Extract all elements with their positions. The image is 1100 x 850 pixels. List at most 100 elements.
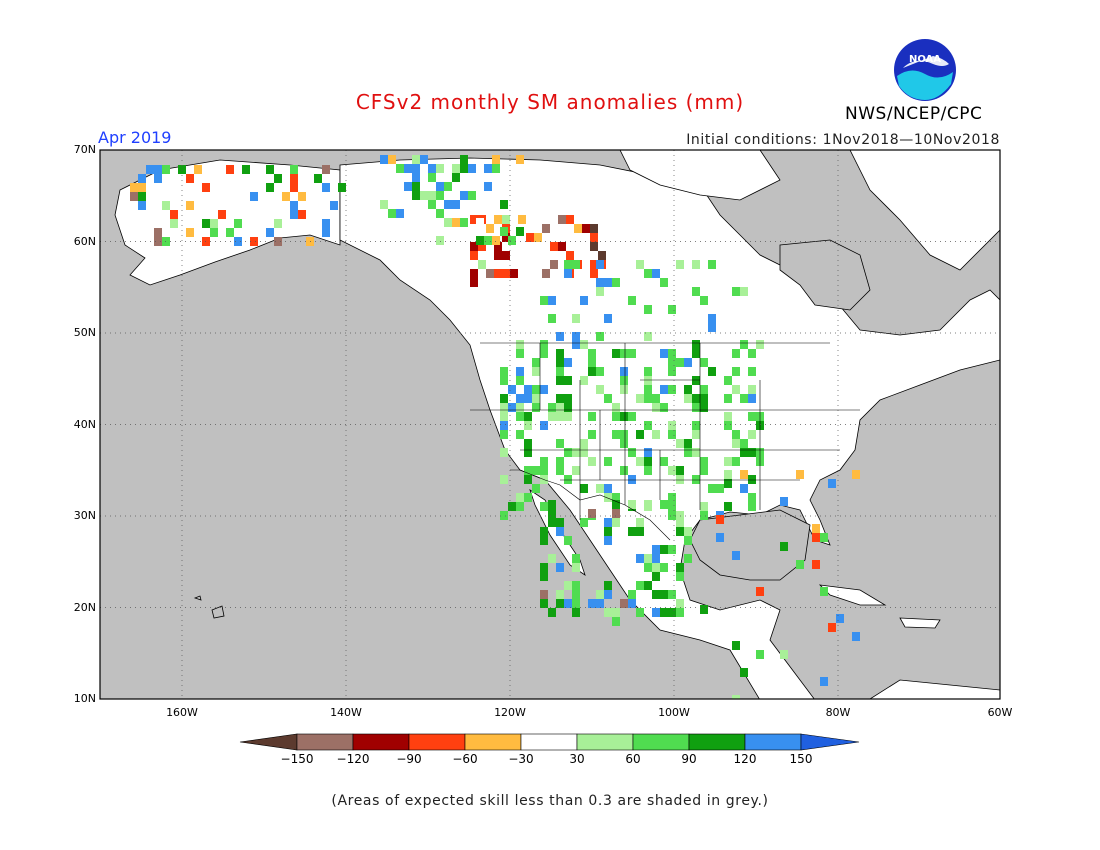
anomaly-cell (532, 385, 540, 394)
anomaly-cell (476, 200, 484, 209)
anomaly-cell (700, 457, 708, 466)
anomaly-cell (564, 260, 572, 269)
anomaly-cell (548, 412, 556, 421)
anomaly-cell (596, 590, 604, 599)
anomaly-cell (524, 385, 532, 394)
anomaly-cell (428, 200, 436, 209)
anomaly-cell (412, 191, 420, 200)
anomaly-cell (162, 165, 170, 174)
anomaly-cell (436, 236, 444, 245)
anomaly-cell (732, 385, 740, 394)
anomaly-cell (700, 511, 708, 520)
anomaly-cell (494, 269, 502, 278)
anomaly-cell (700, 358, 708, 367)
anomaly-cell (484, 182, 492, 191)
anomaly-cell (564, 358, 572, 367)
anomaly-cell (748, 493, 756, 502)
anomaly-cell (740, 394, 748, 403)
anomaly-cell (676, 563, 684, 572)
anomaly-cell (484, 164, 492, 173)
anomaly-cell (692, 349, 700, 358)
anomaly-cell (322, 183, 330, 192)
anomaly-cell (452, 173, 460, 182)
anomaly-cell (556, 349, 564, 358)
anomaly-cell (500, 511, 508, 520)
anomaly-cell (138, 201, 146, 210)
anomaly-cell (668, 385, 676, 394)
anomaly-cell (676, 527, 684, 536)
anomaly-cell (724, 502, 732, 511)
anomaly-cell (508, 236, 516, 245)
hudson-bay (779, 239, 871, 311)
anomaly-cell (468, 191, 476, 200)
anomaly-cell (502, 215, 510, 224)
anomaly-cell (604, 608, 612, 617)
anomaly-cell (516, 155, 524, 164)
anomaly-cell (564, 403, 572, 412)
anomaly-cell (676, 599, 684, 608)
anomaly-cell (724, 394, 732, 403)
anomaly-cell (644, 421, 652, 430)
anomaly-cell (628, 412, 636, 421)
anomaly-cell (242, 210, 250, 219)
anomaly-cell (540, 340, 548, 349)
anomaly-cell (540, 502, 548, 511)
anomaly-cell (748, 475, 756, 484)
anomaly-cell (676, 518, 684, 527)
anomaly-cell (684, 475, 692, 484)
lat-label-10n: 10N (73, 692, 96, 705)
anomaly-cell (396, 191, 404, 200)
anomaly-cell (708, 260, 716, 269)
anomaly-cell (532, 403, 540, 412)
anomaly-cell (628, 296, 636, 305)
anomaly-cell (748, 430, 756, 439)
anomaly-cell (620, 358, 628, 367)
anomaly-cell (668, 367, 676, 376)
anomaly-cell (226, 210, 234, 219)
anomaly-cell (194, 165, 202, 174)
anomaly-cell (828, 479, 836, 488)
anomaly-cell (748, 385, 756, 394)
anomaly-cell (596, 367, 604, 376)
anomaly-cell (596, 484, 604, 493)
land-layer (114, 150, 1000, 699)
anomaly-cell (644, 367, 652, 376)
anomaly-cell (572, 466, 580, 475)
anomaly-cell (500, 448, 508, 457)
anomaly-cell (436, 209, 444, 218)
anomaly-cell (660, 590, 668, 599)
anomaly-cell (494, 242, 502, 251)
colorbar-swatch (688, 733, 746, 751)
anomaly-cell (660, 563, 668, 572)
anomaly-cell (266, 165, 274, 174)
anomaly-cell (574, 233, 582, 242)
anomaly-cell (604, 518, 612, 527)
anomaly-cell (526, 233, 534, 242)
anomaly-cell (266, 228, 274, 237)
anomaly-cell (732, 287, 740, 296)
anomaly-cell (644, 269, 652, 278)
anomaly-cell (644, 385, 652, 394)
anomaly-cell (582, 224, 590, 233)
anomaly-cell (660, 403, 668, 412)
anomaly-cell (700, 502, 708, 511)
anomaly-cell (668, 608, 676, 617)
anomaly-cell (478, 242, 486, 251)
anomaly-cell (500, 475, 508, 484)
anomaly-cell (740, 287, 748, 296)
anomaly-cell (154, 165, 162, 174)
anomaly-cell (556, 563, 564, 572)
anomaly-cell (550, 251, 558, 260)
anomaly-cell (572, 314, 580, 323)
anomaly-cell (566, 251, 574, 260)
lat-label-50n: 50N (73, 326, 96, 339)
anomaly-cell (556, 590, 564, 599)
anomaly-cell (668, 590, 676, 599)
anomaly-cell (740, 668, 748, 677)
anomaly-cell (572, 608, 580, 617)
anomaly-cell (322, 165, 330, 174)
anomaly-cell (484, 236, 492, 245)
anomaly-cell (154, 237, 162, 246)
anomaly-cell (580, 340, 588, 349)
colorbar-swatch (408, 733, 466, 751)
